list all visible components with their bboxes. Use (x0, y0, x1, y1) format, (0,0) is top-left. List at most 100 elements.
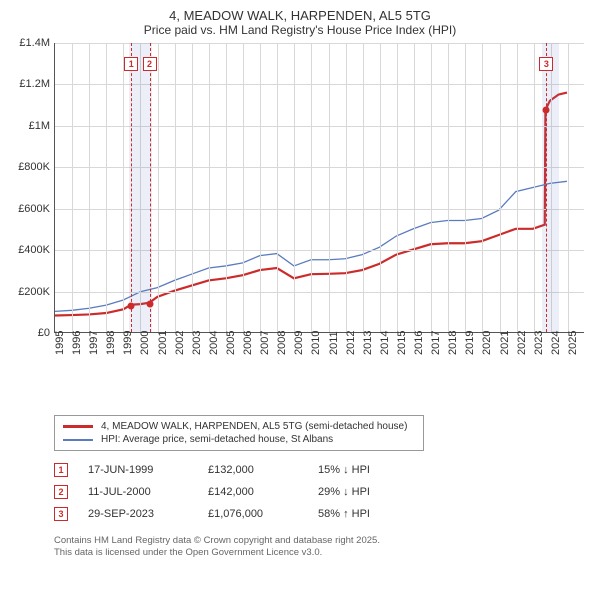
gridline-v (192, 43, 193, 332)
callout-box-2: 2 (143, 57, 157, 71)
title-subtitle: Price paid vs. HM Land Registry's House … (8, 23, 592, 37)
record-date: 17-JUN-1999 (88, 464, 188, 476)
gridline-v (397, 43, 398, 332)
x-tick-label: 2011 (328, 331, 340, 355)
record-diff: 29% ↓ HPI (318, 486, 398, 498)
gridline-v (243, 43, 244, 332)
event-vline (131, 43, 132, 332)
y-tick-label: £600K (18, 203, 50, 215)
gridline-v (517, 43, 518, 332)
record-diff: 58% ↑ HPI (318, 508, 398, 520)
gridline-v (277, 43, 278, 332)
x-tick-label: 2016 (413, 331, 425, 355)
legend-swatch (63, 439, 93, 441)
record-price: £1,076,000 (208, 508, 298, 520)
record-row: 1 17-JUN-1999 £132,000 15% ↓ HPI (54, 459, 592, 481)
gridline-v (72, 43, 73, 332)
x-tick-label: 2018 (447, 331, 459, 355)
gridline-v (294, 43, 295, 332)
callout-box-1: 1 (124, 57, 138, 71)
gridline-v (311, 43, 312, 332)
record-diff: 15% ↓ HPI (318, 464, 398, 476)
gridline-v (346, 43, 347, 332)
x-tick-label: 1999 (122, 331, 134, 355)
x-tick-label: 2010 (310, 331, 322, 355)
x-axis: 1995 1996 1997 1998 1999 2000 2001 2002 2003 2004… (54, 333, 584, 373)
gridline-v (380, 43, 381, 332)
legend: 4, MEADOW WALK, HARPENDEN, AL5 5TG (semi… (54, 415, 424, 451)
record-row: 3 29-SEP-2023 £1,076,000 58% ↑ HPI (54, 503, 592, 525)
x-tick-label: 2025 (567, 331, 579, 355)
gridline-v (500, 43, 501, 332)
title-address: 4, MEADOW WALK, HARPENDEN, AL5 5TG (8, 8, 592, 23)
x-tick-label: 1995 (54, 331, 66, 355)
callout-dot-1 (128, 302, 135, 309)
callout-box-3: 3 (539, 57, 553, 71)
x-tick-label: 2019 (464, 331, 476, 355)
x-tick-label: 2012 (345, 331, 357, 355)
x-tick-label: 2005 (225, 331, 237, 355)
gridline-v (106, 43, 107, 332)
y-tick-label: £1.4M (19, 37, 50, 49)
title-block: 4, MEADOW WALK, HARPENDEN, AL5 5TG Price… (8, 8, 592, 37)
x-tick-label: 2024 (550, 331, 562, 355)
legend-swatch (63, 425, 93, 428)
y-tick-label: £800K (18, 161, 50, 173)
x-tick-label: 2023 (533, 331, 545, 355)
y-tick-label: £1M (29, 120, 50, 132)
gridline-v (175, 43, 176, 332)
x-tick-label: 1997 (88, 331, 100, 355)
y-tick-label: £200K (18, 286, 50, 298)
gridline-v (465, 43, 466, 332)
x-tick-label: 2001 (157, 331, 169, 355)
x-tick-label: 2006 (242, 331, 254, 355)
record-row: 211-JUL-2000£142,00029% ↓ HPI (54, 481, 592, 503)
event-vline (546, 43, 547, 332)
x-tick-label: 2008 (276, 331, 288, 355)
x-tick-label: 2017 (430, 331, 442, 355)
record-marker: 3 (54, 507, 68, 521)
callout-dot-3 (543, 107, 550, 114)
legend-label: 4, MEADOW WALK, HARPENDEN, AL5 5TG (semi… (101, 421, 407, 432)
record-price: £132,000 (208, 464, 298, 476)
gridline-v (568, 43, 569, 332)
x-tick-label: 2015 (396, 331, 408, 355)
record-date: 29-SEP-2023 (88, 508, 188, 520)
gridline-v (89, 43, 90, 332)
x-tick-label: 2022 (516, 331, 528, 355)
event-vline (150, 43, 151, 332)
x-tick-label: 2021 (499, 331, 511, 355)
gridline-v (158, 43, 159, 332)
gridline-v (209, 43, 210, 332)
gridline-v (431, 43, 432, 332)
y-tick-label: £1.2M (19, 78, 50, 90)
highlight-band (542, 43, 559, 332)
gridline-v (329, 43, 330, 332)
chart: £0£200K£400K£600K£800K£1M£1.2M£1.4M 123 … (8, 43, 592, 373)
gridline-v (534, 43, 535, 332)
x-tick-label: 2003 (191, 331, 203, 355)
x-tick-label: 2007 (259, 331, 271, 355)
gridline-v (260, 43, 261, 332)
plot-area: 12 3 (54, 43, 584, 333)
legend-item: 4, MEADOW WALK, HARPENDEN, AL5 5TG (semi… (63, 420, 415, 433)
x-tick-label: 1996 (71, 331, 83, 355)
x-tick-label: 2002 (174, 331, 186, 355)
x-tick-label: 2014 (379, 331, 391, 355)
gridline-v (414, 43, 415, 332)
record-marker: 2 (54, 485, 68, 499)
y-tick-label: £0 (38, 327, 50, 339)
x-tick-label: 2004 (208, 331, 220, 355)
record-price: £142,000 (208, 486, 298, 498)
record-marker: 1 (54, 463, 68, 477)
records-table: 117-JUN-1999£132,00015% ↓ HPI211-JUL-200… (54, 459, 592, 525)
gridline-v (482, 43, 483, 332)
callout-dot-2 (146, 300, 153, 307)
gridline-v (123, 43, 124, 332)
footer-line2: This data is licensed under the Open Gov… (54, 547, 592, 559)
x-tick-label: 2020 (481, 331, 493, 355)
gridline-v (363, 43, 364, 332)
x-tick-label: 2000 (139, 331, 151, 355)
gridline-v (448, 43, 449, 332)
x-tick-label: 1998 (105, 331, 117, 355)
